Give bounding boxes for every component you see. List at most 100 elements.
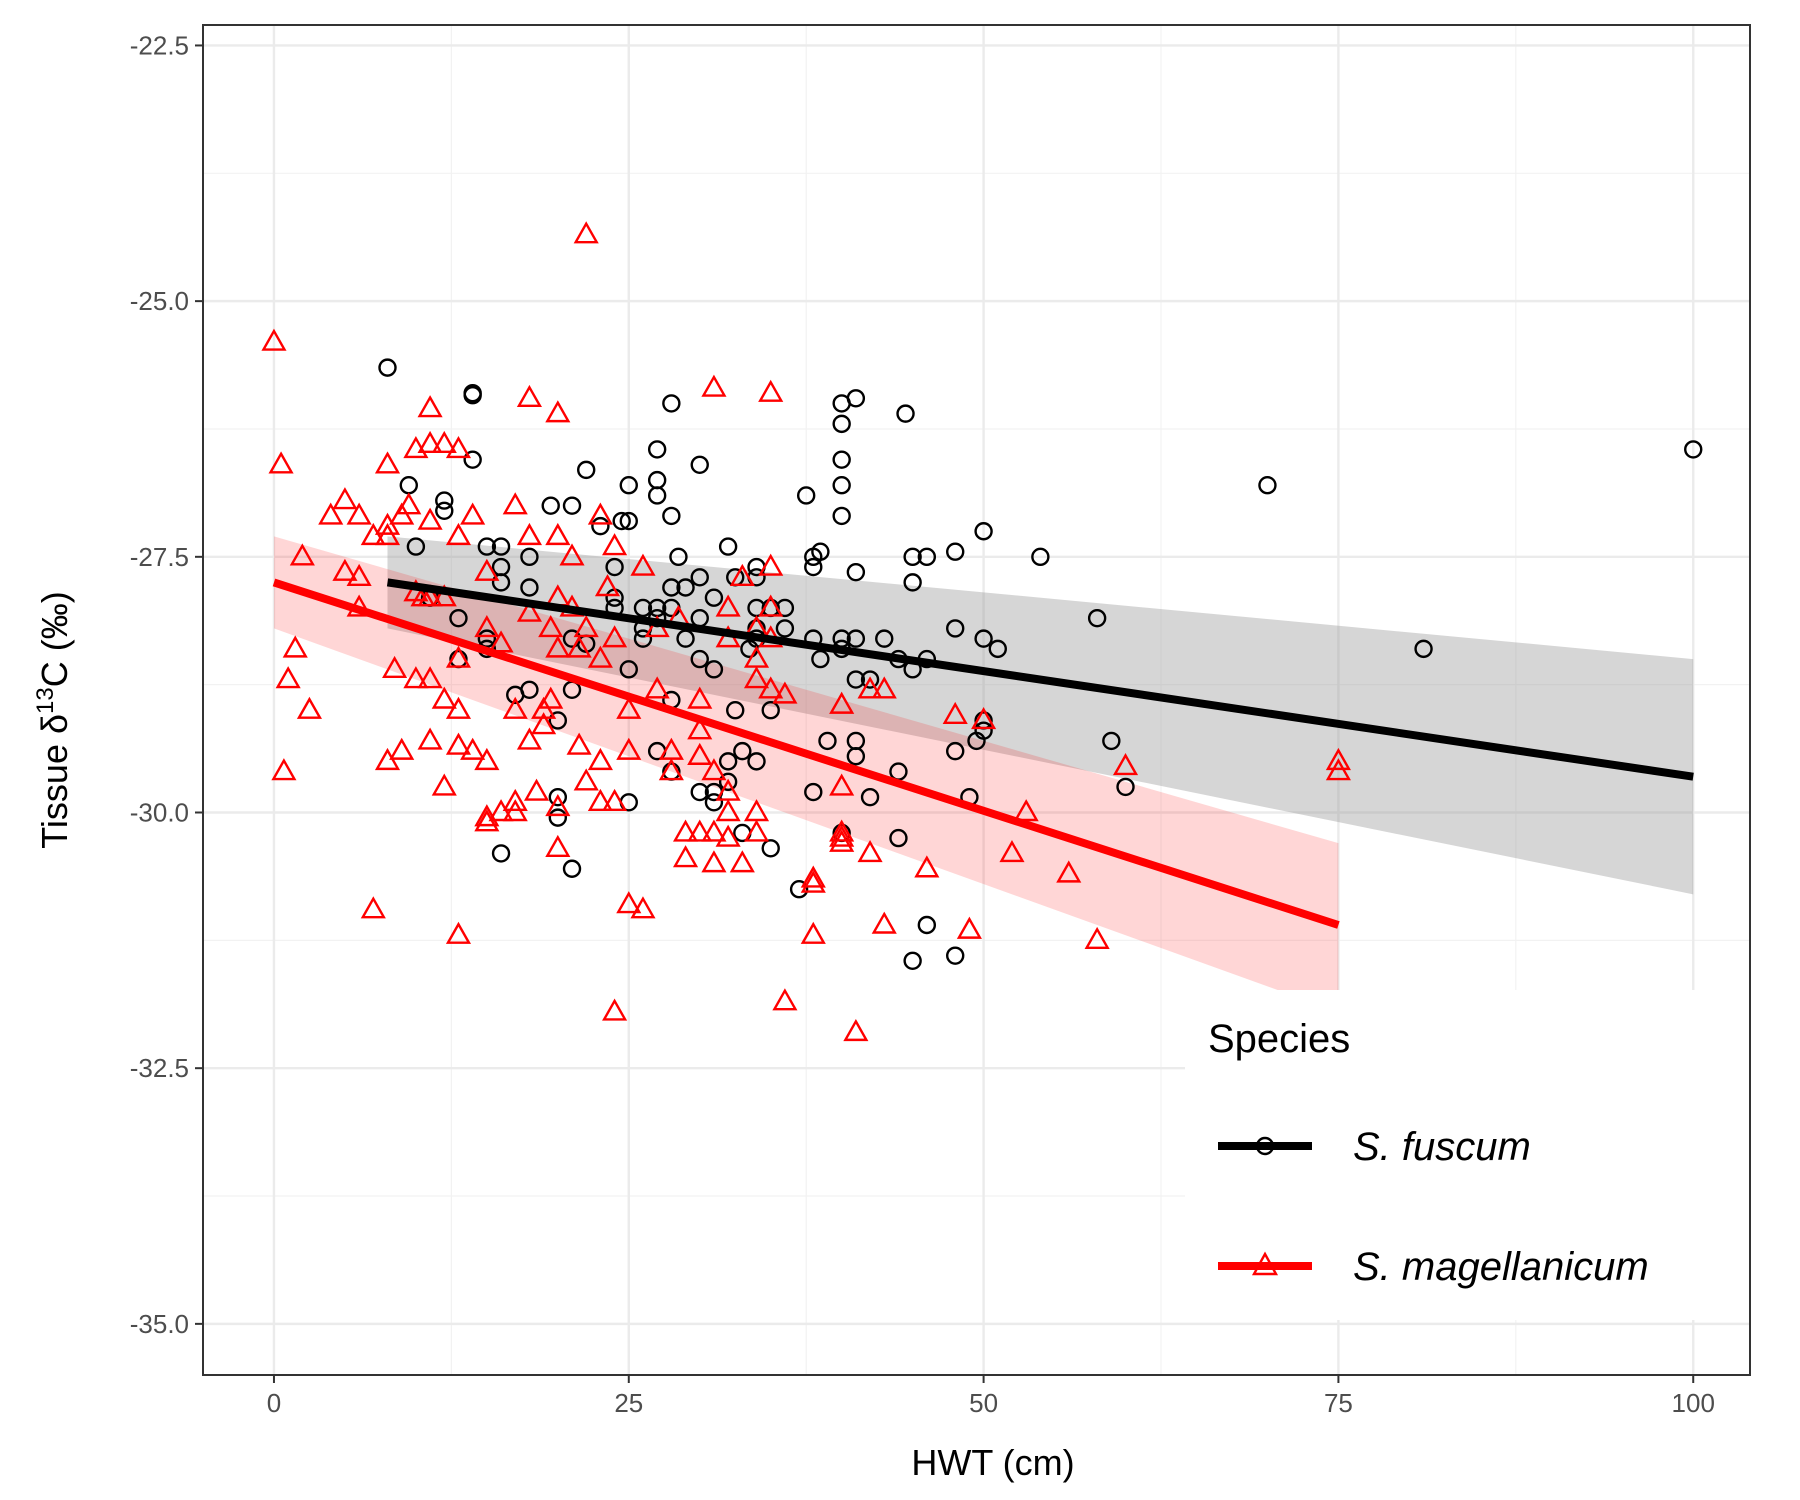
- point-s-magellanicum: [346, 563, 372, 586]
- point-s-fuscum: [704, 793, 724, 812]
- point-s-magellanicum: [374, 522, 401, 546]
- point-s-fuscum: [789, 880, 809, 899]
- point-s-magellanicum: [800, 870, 826, 893]
- point-s-magellanicum: [971, 707, 997, 730]
- point-s-magellanicum: [602, 625, 628, 648]
- point-s-magellanicum: [658, 758, 684, 781]
- point-s-fuscum: [832, 476, 851, 495]
- point-s-magellanicum: [672, 819, 699, 842]
- point-s-magellanicum: [502, 799, 528, 822]
- point-s-magellanicum: [1112, 753, 1139, 776]
- point-s-magellanicum: [594, 574, 621, 597]
- point-s-magellanicum: [871, 911, 897, 934]
- point-s-fuscum: [633, 598, 653, 618]
- point-s-fuscum: [946, 542, 965, 561]
- point-s-magellanicum: [445, 436, 472, 459]
- point-s-fuscum: [577, 460, 596, 480]
- point-s-magellanicum: [332, 558, 358, 581]
- x-tick-label: 25: [614, 1388, 643, 1418]
- point-s-fuscum: [804, 782, 823, 802]
- point-s-fuscum: [378, 358, 397, 377]
- point-s-fuscum: [718, 772, 738, 792]
- y-tick-label: -25.0: [130, 286, 189, 316]
- point-s-fuscum: [974, 721, 993, 740]
- legend-label-s-magellanicum: S. magellanicum: [1353, 1245, 1649, 1289]
- y-axis-title-prefix: Tissue δ: [34, 714, 75, 849]
- point-s-magellanicum: [1056, 860, 1082, 883]
- point-s-fuscum: [562, 859, 582, 878]
- point-s-magellanicum: [587, 788, 613, 811]
- point-s-magellanicum: [914, 855, 940, 878]
- point-s-fuscum: [1031, 547, 1050, 567]
- point-s-magellanicum: [396, 492, 422, 515]
- point-s-magellanicum: [545, 635, 571, 658]
- point-s-fuscum: [662, 578, 681, 597]
- point-s-fuscum: [520, 680, 539, 699]
- point-s-magellanicum: [587, 747, 613, 771]
- ribbon-s-magellanicum: [273, 536, 1339, 1012]
- point-s-fuscum: [477, 629, 497, 648]
- point-s-fuscum: [832, 414, 851, 434]
- point-s-magellanicum: [857, 839, 883, 863]
- point-s-fuscum: [811, 649, 830, 669]
- point-s-magellanicum: [573, 768, 599, 791]
- point-s-magellanicum: [800, 865, 826, 888]
- point-s-fuscum: [619, 660, 638, 679]
- point-s-magellanicum: [687, 819, 713, 842]
- point-s-fuscum: [946, 619, 965, 638]
- point-s-fuscum: [1102, 731, 1121, 751]
- point-s-magellanicum: [460, 502, 486, 525]
- point-s-magellanicum: [445, 732, 472, 755]
- point-s-magellanicum: [474, 558, 500, 581]
- ribbon-s-fuscum: [387, 536, 1694, 895]
- confidence-ribbons: [273, 536, 1694, 1012]
- point-s-fuscum: [846, 670, 866, 689]
- point-s-fuscum: [796, 486, 816, 505]
- point-s-fuscum: [612, 511, 631, 531]
- x-tick-label: 100: [1672, 1388, 1715, 1418]
- point-s-fuscum: [917, 547, 937, 567]
- y-axis-title-suffix: C (‰): [34, 591, 75, 687]
- point-s-magellanicum: [758, 553, 784, 576]
- point-s-fuscum: [619, 511, 638, 531]
- point-s-magellanicum: [460, 737, 486, 760]
- point-s-fuscum: [435, 491, 454, 510]
- point-s-magellanicum: [630, 896, 656, 919]
- point-s-magellanicum: [602, 788, 628, 811]
- point-s-magellanicum: [616, 696, 642, 719]
- point-s-magellanicum: [282, 635, 308, 658]
- legend: Species S. fuscum S. magellanicum: [1185, 990, 1760, 1320]
- point-s-fuscum: [463, 386, 482, 405]
- point-s-fuscum: [832, 506, 851, 526]
- point-s-magellanicum: [296, 696, 323, 719]
- point-s-fuscum: [1258, 476, 1277, 495]
- point-s-magellanicum: [445, 522, 472, 546]
- point-s-fuscum: [818, 731, 837, 751]
- point-s-magellanicum: [417, 430, 443, 454]
- point-s-fuscum: [946, 946, 965, 965]
- point-s-magellanicum: [502, 492, 528, 515]
- point-s-magellanicum: [566, 635, 592, 658]
- point-s-fuscum: [896, 404, 915, 423]
- point-s-magellanicum: [999, 839, 1025, 863]
- point-s-fuscum: [832, 450, 851, 469]
- point-s-magellanicum: [545, 522, 571, 546]
- y-axis-title: Tissue δ13C (‰): [32, 591, 75, 848]
- point-s-fuscum: [633, 629, 653, 648]
- point-s-magellanicum: [1013, 799, 1039, 822]
- y-tick-label: -30.0: [130, 798, 189, 828]
- point-s-magellanicum: [523, 778, 550, 801]
- point-s-fuscum: [718, 752, 738, 771]
- point-s-magellanicum: [829, 824, 855, 847]
- point-s-fuscum: [974, 629, 993, 648]
- x-tick-label: 0: [267, 1388, 281, 1418]
- point-s-magellanicum: [431, 584, 457, 607]
- point-s-fuscum: [903, 547, 922, 567]
- point-s-magellanicum: [672, 845, 699, 868]
- point-s-magellanicum: [431, 686, 457, 709]
- point-s-fuscum: [988, 639, 1007, 659]
- point-s-magellanicum: [843, 1018, 869, 1042]
- legend-title: Species: [1208, 1017, 1350, 1061]
- point-s-fuscum: [491, 573, 511, 592]
